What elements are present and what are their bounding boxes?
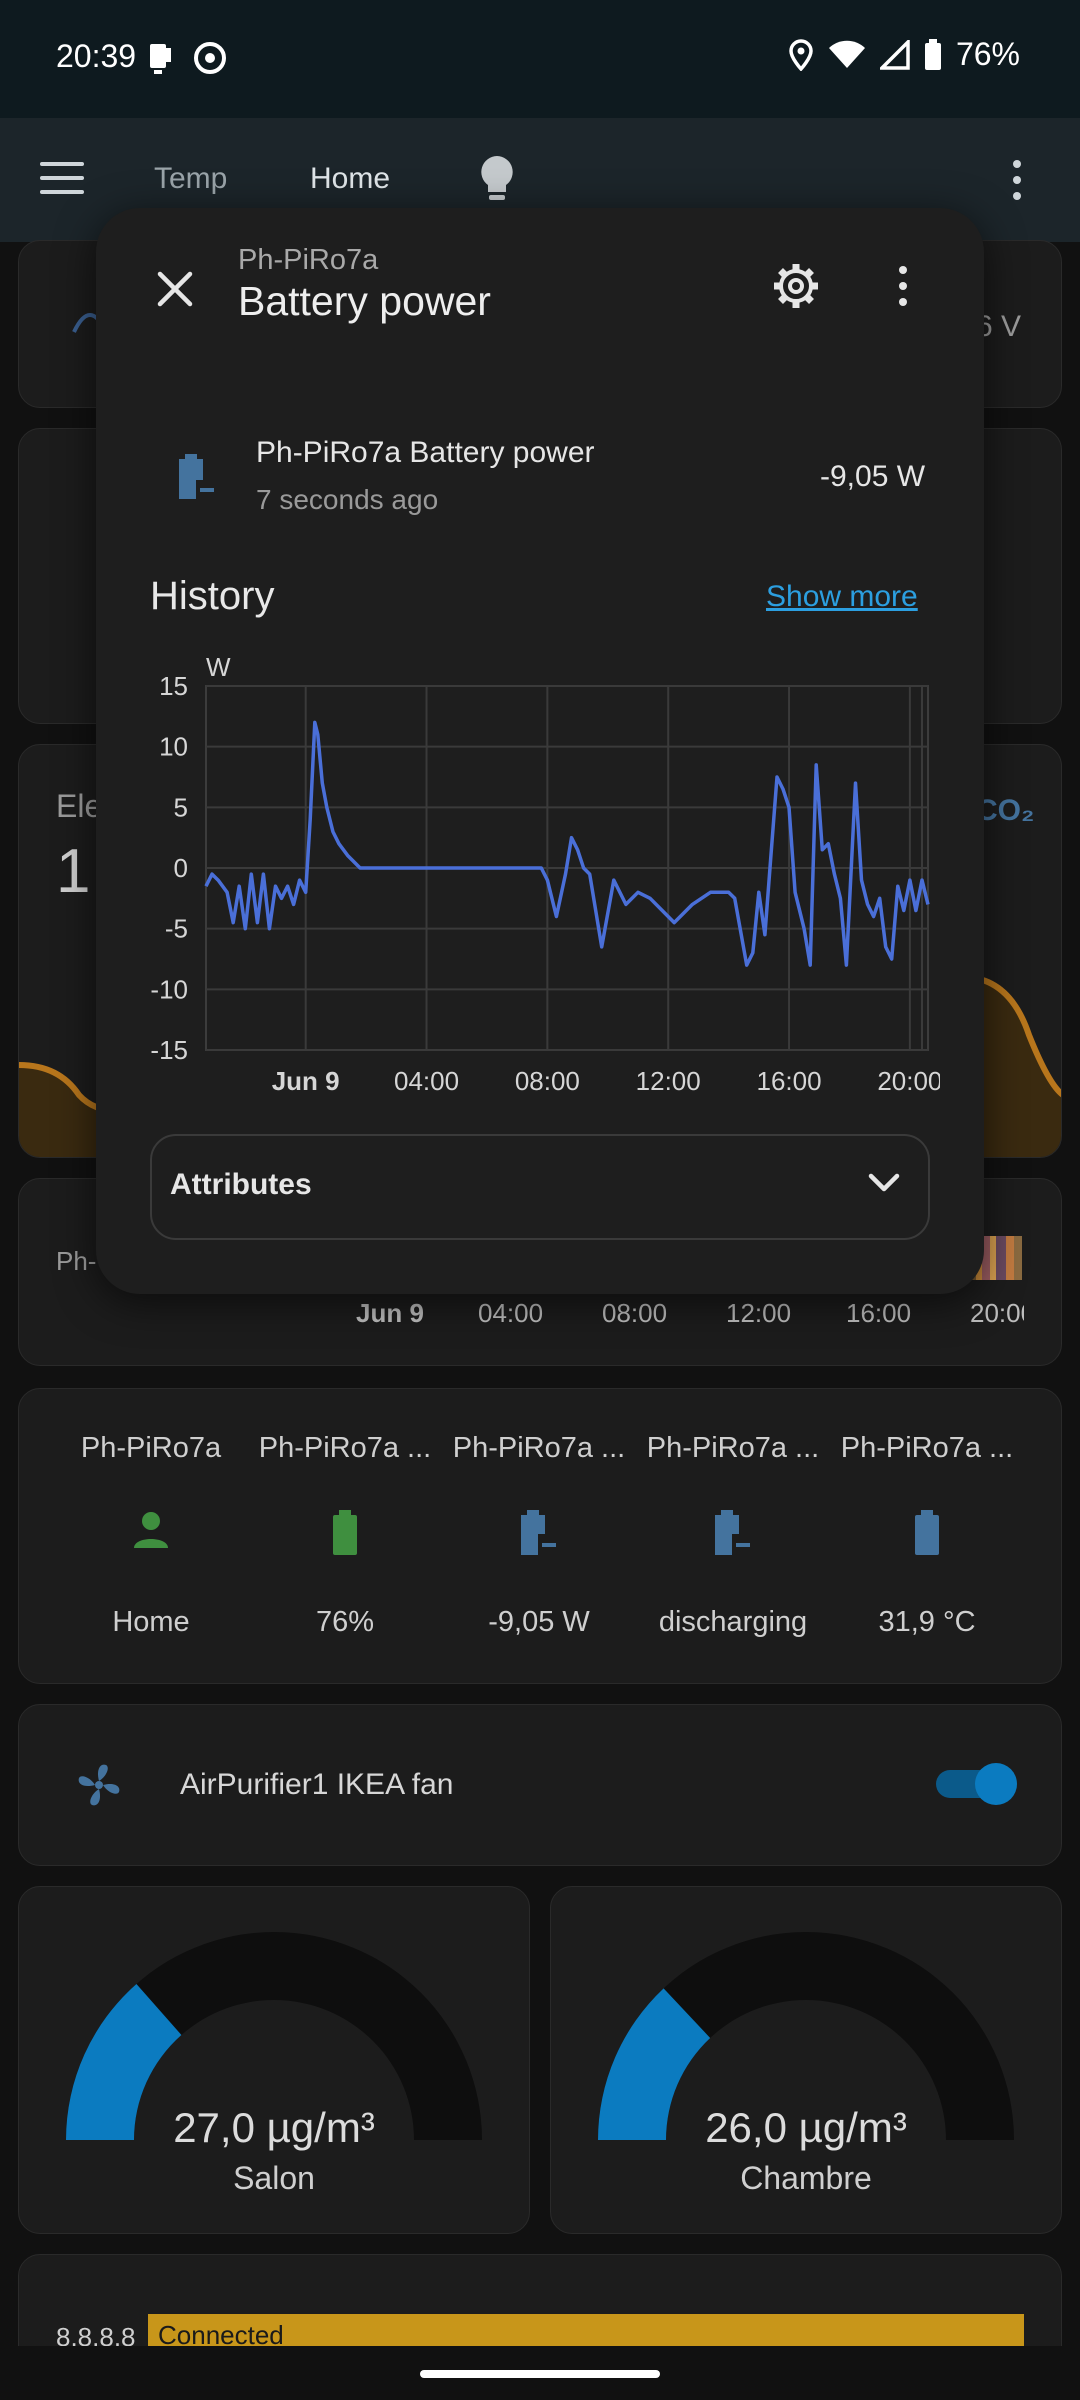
gauge-track (66, 1932, 482, 2140)
x-tick-label: 12:00 (636, 1066, 701, 1096)
entity-name: Ph-PiRo7a Battery power (256, 436, 595, 469)
y-tick-label: -5 (165, 914, 188, 944)
glance-item-state: Home (112, 1606, 190, 1638)
battery-discharge-icon (176, 454, 216, 504)
x-tick-label: Jun 9 (272, 1066, 340, 1096)
signal-icon (879, 39, 910, 70)
x-tick-label: 08:00 (515, 1066, 580, 1096)
energy-peek-value: 1 (56, 837, 91, 906)
timeline-tick-3: 12:00 (726, 1298, 792, 1328)
last-changed: 7 seconds ago (256, 484, 439, 515)
y-tick-label: 10 (159, 732, 188, 762)
sim-icon (146, 42, 174, 76)
x-tick-label: 04:00 (394, 1066, 459, 1096)
more-vert-icon[interactable] (1012, 160, 1022, 200)
status-time: 20:39 (56, 38, 137, 74)
fan-card (18, 1704, 1062, 1866)
status-right: 76% (788, 36, 1020, 73)
battery-percent: 76% (955, 36, 1020, 72)
ping-status-bar (148, 2314, 1024, 2350)
ping-status: Connected (158, 2320, 284, 2350)
gauge-chambre-value: 26,0 µg/m³ (705, 2104, 907, 2151)
gauge-track (598, 1932, 1014, 2140)
close-icon[interactable] (156, 270, 194, 308)
assistant-icon (192, 40, 228, 76)
glance-item-name[interactable]: Ph-PiRo7a ... (452, 1432, 626, 1464)
glance-item-state: 31,9 °C (878, 1606, 976, 1638)
wifi-icon (828, 40, 865, 68)
glance-item-name[interactable]: Ph-PiRo7a ... (646, 1432, 820, 1464)
gauge-salon-value: 27,0 µg/m³ (173, 2104, 375, 2151)
glance-item-name[interactable]: Ph-PiRo7a ... (840, 1432, 1014, 1464)
dialog-more-icon[interactable] (898, 266, 908, 306)
timeline-tick-5: 20:00 (970, 1298, 1024, 1328)
glance-item-name[interactable]: Ph-PiRo7a ... (258, 1432, 432, 1464)
tab-home[interactable]: Home (310, 162, 391, 195)
battery-icon[interactable] (830, 1510, 1024, 1556)
fan-toggle[interactable] (934, 1762, 1018, 1806)
history-title: History (150, 574, 275, 618)
attributes-expander[interactable] (150, 1134, 930, 1240)
y-axis-unit: W (206, 652, 231, 682)
timeline-tick-0: Jun 9 (356, 1298, 424, 1328)
more-info-dialog (96, 208, 984, 1294)
dialog-subtitle: Ph-PiRo7a (238, 244, 379, 276)
y-tick-label: -10 (150, 974, 188, 1004)
timeline-tick-2: 08:00 (602, 1298, 668, 1328)
gauge-chambre (598, 1932, 1014, 2140)
gauge-fill (66, 1983, 182, 2140)
battery-discharge-icon[interactable] (442, 1510, 636, 1556)
gear-icon[interactable] (772, 262, 820, 310)
gauge-chambre-name: Chambre (740, 2160, 872, 2196)
glance-card (18, 1388, 1062, 1684)
tab-temp[interactable]: Temp (154, 162, 228, 195)
glance-item-state: 76% (315, 1606, 375, 1638)
location-icon (789, 38, 813, 71)
lightbulb-icon[interactable] (478, 154, 516, 204)
y-tick-label: 15 (159, 671, 188, 701)
glance-item-state: -9,05 W (488, 1606, 590, 1638)
x-tick-label: 20:00 (877, 1066, 940, 1096)
person-icon[interactable] (54, 1510, 248, 1550)
gauge-fill (598, 1988, 711, 2140)
chevron-down-icon[interactable] (868, 1172, 900, 1194)
timeline-tick-4: 16:00 (846, 1298, 912, 1328)
y-tick-label: -15 (150, 1035, 188, 1065)
y-tick-label: 0 (174, 853, 188, 883)
attributes-label: Attributes (170, 1168, 312, 1201)
gauge-salon-name: Salon (233, 2160, 315, 2196)
entity-state: -9,05 W (820, 460, 926, 493)
battery-discharge-icon[interactable] (636, 1510, 830, 1556)
glance-item-state: discharging (658, 1606, 808, 1638)
fan-name: AirPurifier1 IKEA fan (180, 1768, 454, 1801)
gauge-salon (66, 1932, 482, 2140)
timeline-peek-label: Ph- (56, 1246, 97, 1276)
timeline-tick-1: 04:00 (478, 1298, 544, 1328)
energy-peek-title: Ele (56, 788, 103, 824)
glance-item-name[interactable]: Ph-PiRo7a (80, 1432, 222, 1464)
dialog-title: Battery power (238, 278, 491, 324)
status-bar (0, 0, 1080, 118)
show-more-link[interactable]: Show more (766, 580, 918, 613)
menu-icon[interactable] (40, 162, 84, 198)
fan-icon[interactable] (74, 1760, 124, 1810)
x-tick-label: 16:00 (756, 1066, 821, 1096)
battery-power-series (204, 720, 930, 967)
battery-status-icon (924, 38, 941, 70)
co2-peek: CO₂ (976, 794, 1035, 827)
gesture-handle[interactable] (420, 2370, 660, 2378)
battery-icon[interactable] (248, 1510, 442, 1556)
history-chart[interactable]: 15 10 5 0 -5 -10 -15 Jun 9 04:00 08:00 12:00 16:00 2… (140, 650, 940, 1110)
y-tick-label: 5 (174, 792, 188, 822)
